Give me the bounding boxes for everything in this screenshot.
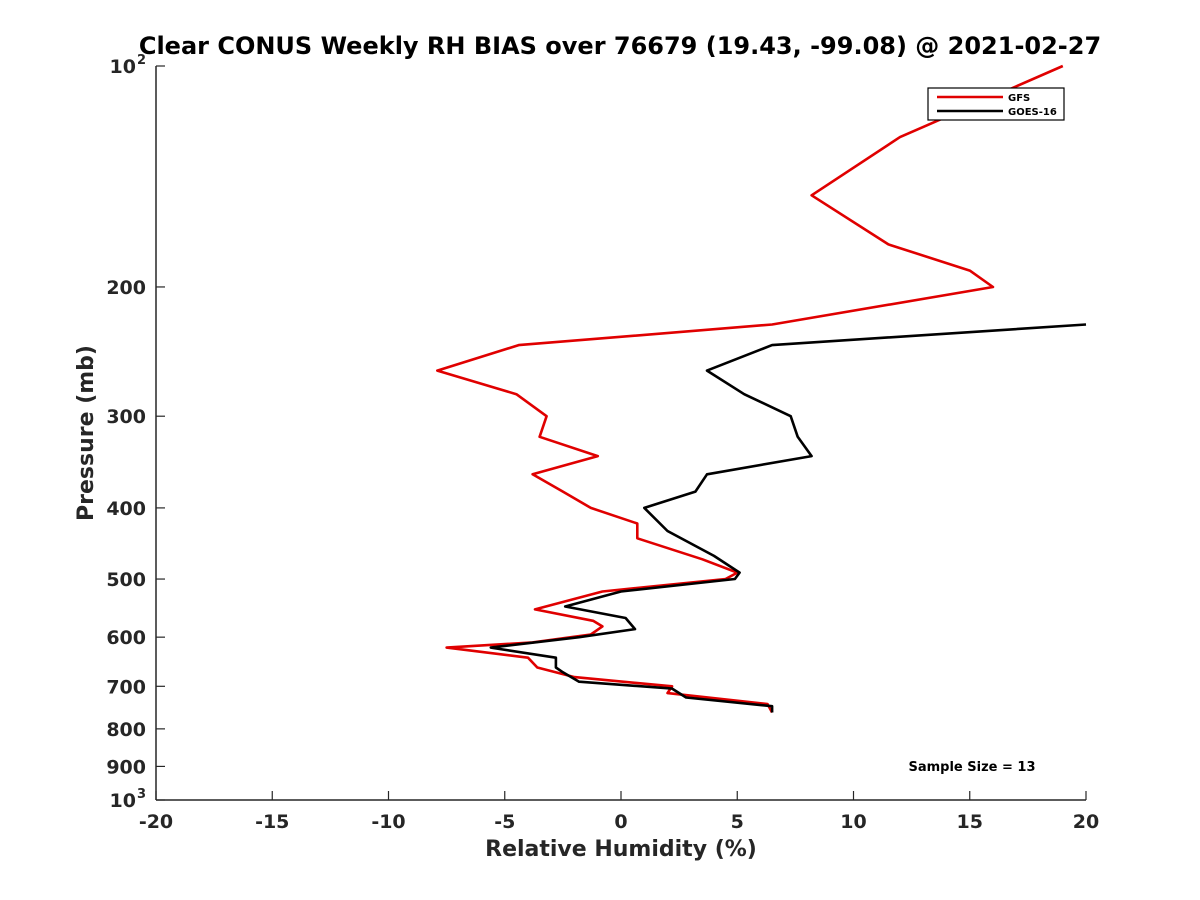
legend-label-gfs: GFS xyxy=(1008,93,1030,104)
y-tick-label: 400 xyxy=(106,498,146,520)
plot-area xyxy=(156,66,1086,800)
y-tick-label: 600 xyxy=(106,627,146,649)
x-tick-label: 0 xyxy=(614,811,627,833)
x-tick-label: -20 xyxy=(139,811,173,833)
y-tick-label: 900 xyxy=(106,756,146,778)
series-layer xyxy=(435,64,1087,714)
y-tick-label: 10 xyxy=(110,790,136,812)
y-tick-label: 800 xyxy=(106,719,146,741)
x-axis-ticks: -20 -15 -10 -5 0 5 10 15 20 xyxy=(139,791,1099,833)
series-line-gfs xyxy=(435,64,1064,714)
x-tick-label: 20 xyxy=(1073,811,1099,833)
y-tick-label: 500 xyxy=(106,569,146,591)
y-tick-exponent: 2 xyxy=(137,53,146,68)
legend-label-goes16: GOES-16 xyxy=(1008,107,1057,118)
y-axis-label: Pressure (mb) xyxy=(74,345,99,521)
x-tick-label: 10 xyxy=(840,811,866,833)
x-tick-label: -10 xyxy=(371,811,405,833)
y-tick-label: 10 xyxy=(110,56,136,78)
x-tick-label: -15 xyxy=(255,811,289,833)
legend: GFS GOES-16 xyxy=(927,87,1065,121)
x-tick-label: 5 xyxy=(731,811,744,833)
y-tick-exponent: 3 xyxy=(137,787,146,802)
y-tick-label: 700 xyxy=(106,676,146,698)
sample-size-annotation: Sample Size = 13 xyxy=(908,760,1035,775)
y-tick-label: 300 xyxy=(106,406,146,428)
series-line-goes16 xyxy=(489,323,1087,713)
y-tick-label: 200 xyxy=(106,277,146,299)
chart-title: Clear CONUS Weekly RH BIAS over 76679 (1… xyxy=(139,32,1101,60)
legend-box xyxy=(927,87,1065,121)
x-tick-label: -5 xyxy=(494,811,515,833)
x-axis-label: Relative Humidity (%) xyxy=(485,837,757,862)
x-tick-label: 15 xyxy=(957,811,983,833)
